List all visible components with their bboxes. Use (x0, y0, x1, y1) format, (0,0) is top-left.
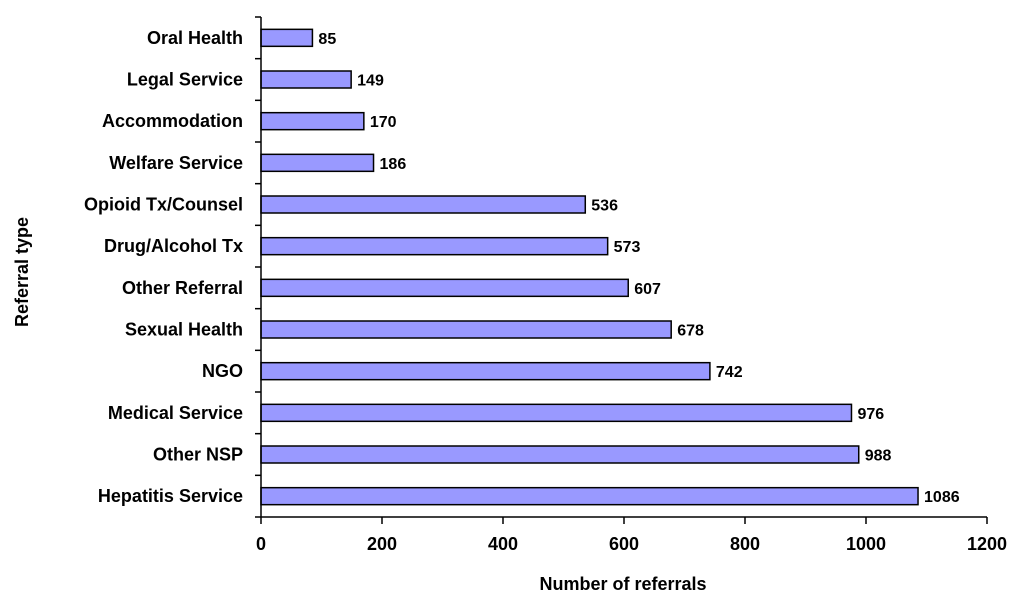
axes-layer (255, 16, 988, 524)
bar (260, 320, 672, 339)
category-label: Other Referral (122, 278, 243, 298)
category-label: Opioid Tx/Counsel (84, 195, 243, 215)
category-label: NGO (202, 361, 243, 381)
x-axis-title: Number of referrals (539, 574, 706, 594)
bar (260, 361, 711, 381)
category-label: Medical Service (108, 403, 243, 423)
bar (260, 278, 629, 298)
data-label: 988 (865, 448, 892, 465)
bar (260, 195, 587, 214)
category-label: Welfare Service (109, 153, 243, 173)
x-tick-label: 1000 (846, 534, 886, 554)
bar (260, 486, 919, 506)
data-label: 85 (318, 31, 336, 48)
y-axis-title: Referral type (12, 217, 32, 327)
category-label: Drug/Alcohol Tx (104, 236, 243, 256)
x-tick-label: 200 (367, 534, 397, 554)
data-label: 976 (857, 406, 884, 423)
data-label: 149 (357, 73, 384, 90)
category-label: Sexual Health (125, 320, 243, 340)
bar (260, 403, 853, 423)
labels-layer: Oral Health 85 Legal Service 149 Accommodati… (84, 28, 1007, 554)
data-label: 186 (380, 156, 407, 173)
category-label: Other NSP (153, 445, 243, 465)
data-label: 607 (634, 281, 661, 298)
data-label: 678 (677, 323, 704, 340)
data-label: 573 (614, 239, 641, 256)
bar (260, 28, 314, 48)
x-tick-label: 800 (730, 534, 760, 554)
category-label: Oral Health (147, 28, 243, 48)
category-label: Legal Service (127, 70, 243, 90)
x-tick-label: 400 (488, 534, 518, 554)
bar (260, 236, 609, 256)
bar (260, 70, 352, 89)
x-tick-label: 1200 (967, 534, 1007, 554)
category-label: Accommodation (102, 111, 243, 131)
data-label: 742 (716, 364, 743, 381)
bar (260, 111, 365, 131)
category-label: Hepatitis Service (98, 486, 243, 506)
bars-layer (260, 28, 919, 506)
data-label: 1086 (924, 489, 960, 506)
data-label: 170 (370, 114, 397, 131)
data-label: 536 (591, 198, 618, 215)
x-tick-label: 600 (609, 534, 639, 554)
bar (260, 445, 860, 464)
x-tick-label: 0 (256, 534, 266, 554)
bar (260, 153, 375, 173)
